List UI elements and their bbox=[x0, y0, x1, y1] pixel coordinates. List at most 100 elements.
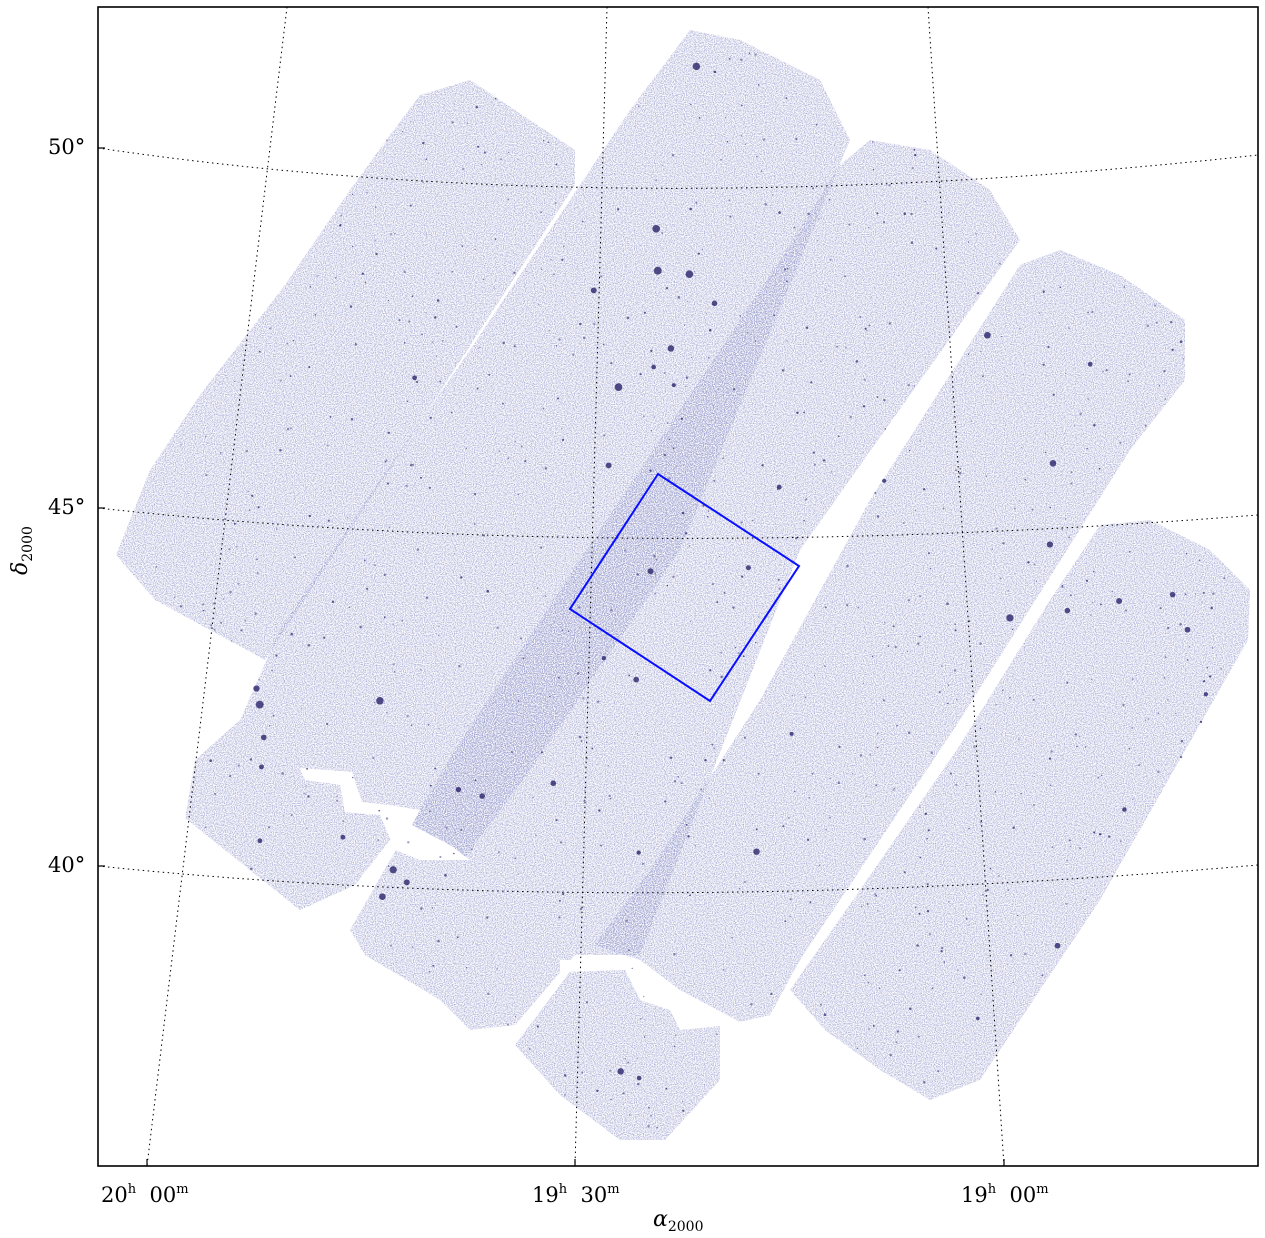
star-speck bbox=[758, 616, 760, 618]
star-speck bbox=[409, 204, 412, 207]
star-speck bbox=[782, 825, 785, 828]
star-speck bbox=[219, 381, 221, 383]
star-speck bbox=[429, 784, 432, 787]
star-speck bbox=[431, 907, 434, 909]
star-speck bbox=[401, 619, 404, 622]
star-speck bbox=[1164, 398, 1167, 400]
star-speck bbox=[836, 345, 838, 348]
star-speck bbox=[959, 471, 962, 475]
star-speck bbox=[1123, 286, 1125, 288]
star-speck bbox=[580, 740, 583, 742]
star-speck bbox=[272, 714, 275, 717]
bright-star bbox=[976, 1016, 980, 1021]
star-speck bbox=[351, 193, 354, 195]
tick-marks bbox=[98, 147, 1005, 1166]
star-speck bbox=[963, 976, 966, 979]
star-speck bbox=[487, 992, 490, 995]
star-speck bbox=[561, 629, 564, 631]
star-speck bbox=[244, 619, 247, 622]
star-speck bbox=[1068, 839, 1071, 842]
star-speck bbox=[202, 609, 205, 612]
star-speck bbox=[561, 438, 565, 442]
star-speck bbox=[1065, 518, 1067, 520]
star-speck bbox=[726, 140, 729, 143]
star-speck bbox=[654, 573, 656, 575]
star-speck bbox=[685, 376, 689, 379]
star-speck bbox=[411, 295, 414, 298]
star-speck bbox=[623, 549, 626, 552]
star-speck bbox=[985, 475, 988, 477]
star-speck bbox=[718, 555, 720, 557]
star-speck bbox=[1119, 840, 1122, 843]
star-speck bbox=[607, 765, 609, 767]
star-speck bbox=[968, 924, 970, 926]
bright-star bbox=[260, 734, 267, 741]
star-speck bbox=[892, 625, 895, 628]
star-speck bbox=[637, 1082, 640, 1086]
star-speck bbox=[892, 789, 895, 791]
star-speck bbox=[1002, 541, 1005, 545]
star-speck bbox=[829, 258, 832, 261]
star-speck bbox=[917, 1035, 920, 1038]
star-speck bbox=[425, 158, 428, 160]
star-speck bbox=[740, 135, 743, 137]
star-speck bbox=[1018, 738, 1020, 740]
star-speck bbox=[916, 197, 918, 199]
star-speck bbox=[233, 522, 236, 525]
bright-star bbox=[614, 383, 623, 391]
star-speck bbox=[1035, 580, 1037, 582]
star-speck bbox=[204, 826, 207, 829]
star-speck bbox=[845, 603, 849, 607]
star-speck bbox=[708, 329, 712, 332]
star-speck bbox=[756, 155, 758, 158]
star-speck bbox=[576, 672, 580, 675]
star-speck bbox=[803, 519, 806, 522]
star-speck bbox=[825, 828, 827, 831]
star-speck bbox=[957, 969, 959, 971]
star-speck bbox=[1093, 490, 1095, 492]
star-speck bbox=[578, 527, 580, 529]
bright-star bbox=[1006, 614, 1014, 622]
star-speck bbox=[558, 338, 561, 341]
star-speck bbox=[233, 381, 235, 382]
star-speck bbox=[352, 245, 354, 248]
star-speck bbox=[690, 103, 692, 106]
star-speck bbox=[365, 587, 369, 590]
star-speck bbox=[909, 1007, 912, 1011]
star-speck bbox=[576, 568, 578, 570]
star-speck bbox=[247, 490, 249, 492]
star-speck bbox=[507, 457, 509, 459]
star-speck bbox=[820, 360, 822, 362]
star-speck bbox=[393, 671, 396, 673]
star-speck bbox=[340, 214, 343, 217]
star-speck bbox=[1202, 591, 1205, 595]
bright-star bbox=[1064, 607, 1071, 614]
star-speck bbox=[663, 454, 667, 457]
star-speck bbox=[773, 314, 775, 317]
star-speck bbox=[1020, 447, 1022, 449]
bright-star bbox=[789, 731, 794, 736]
star-speck bbox=[1066, 681, 1069, 684]
star-speck bbox=[955, 469, 957, 471]
star-speck bbox=[872, 1024, 875, 1027]
star-speck bbox=[877, 910, 879, 912]
star-speck bbox=[1007, 889, 1009, 891]
star-speck bbox=[409, 121, 412, 123]
star-speck bbox=[494, 238, 497, 241]
star-speck bbox=[956, 698, 958, 701]
star-speck bbox=[740, 104, 743, 107]
bright-star bbox=[753, 848, 760, 855]
star-speck bbox=[910, 241, 914, 244]
star-speck bbox=[467, 725, 469, 727]
star-speck bbox=[502, 402, 504, 405]
star-speck bbox=[386, 139, 388, 141]
star-speck bbox=[1019, 328, 1021, 330]
star-speck bbox=[942, 507, 945, 510]
star-speck bbox=[403, 270, 406, 274]
star-speck bbox=[344, 887, 347, 889]
star-speck bbox=[866, 795, 868, 797]
star-speck bbox=[540, 546, 543, 549]
star-speck bbox=[903, 871, 906, 874]
star-speck bbox=[493, 287, 495, 289]
